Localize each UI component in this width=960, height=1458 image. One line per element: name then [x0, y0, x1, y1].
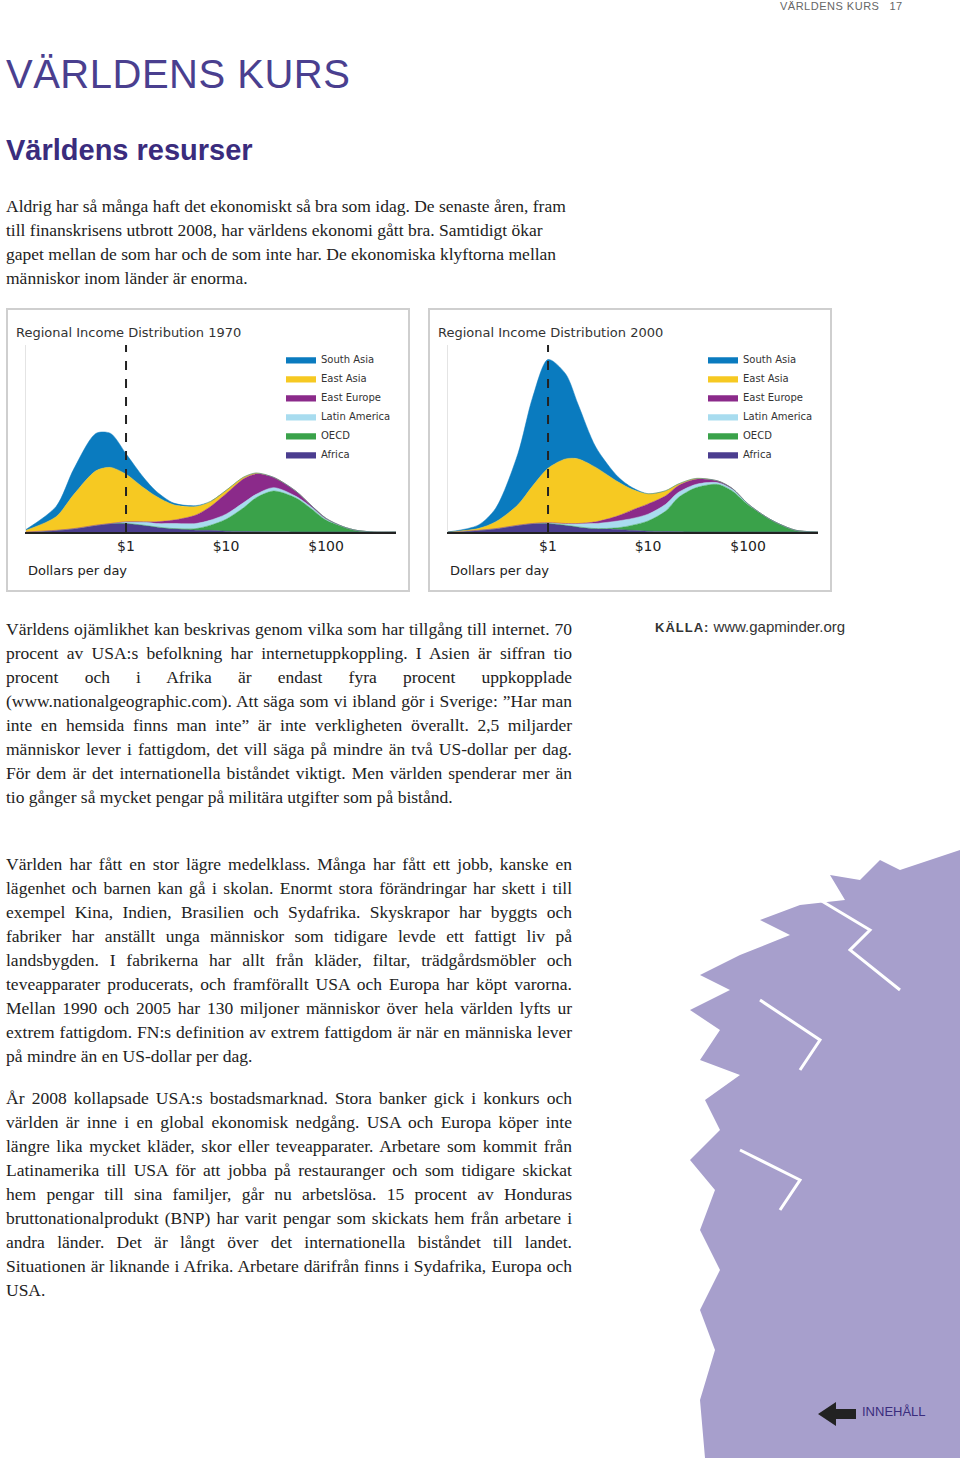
svg-text:Regional Income Distribution 1: Regional Income Distribution 1970 — [16, 325, 241, 340]
svg-text:East Asia: East Asia — [743, 373, 789, 384]
svg-text:$100: $100 — [308, 538, 344, 554]
html-text:Världens resurser: Världens resurser — [6, 134, 253, 166]
svg-text:South Asia: South Asia — [321, 354, 374, 365]
svg-text:East Europe: East Europe — [743, 392, 803, 403]
html-text:KÄLLA: www.gapminder.org: KÄLLA: www.gapminder.org — [655, 618, 846, 635]
svg-text:$1: $1 — [539, 538, 557, 554]
svg-text:South Asia: South Asia — [743, 354, 796, 365]
svg-text:$10: $10 — [213, 538, 240, 554]
svg-text:Latin America: Latin America — [743, 411, 812, 422]
svg-text:OECD: OECD — [321, 430, 350, 441]
html-text:INNEHÅLL: INNEHÅLL — [862, 1404, 926, 1419]
svg-text:Africa: Africa — [743, 449, 772, 460]
svg-text:$100: $100 — [730, 538, 766, 554]
html-text:17: 17 — [889, 0, 903, 12]
html-text:Världens ojämlikhet kan beskri: Världens ojämlikhet kan beskrivas genom … — [6, 619, 572, 807]
svg-text:East Europe: East Europe — [321, 392, 381, 403]
html-text:Världen har fått en stor lägre: Världen har fått en stor lägre medelklas… — [6, 854, 572, 1066]
svg-text:OECD: OECD — [743, 430, 772, 441]
svg-text:$10: $10 — [635, 538, 662, 554]
html-text:VÄRLDENS KURS: VÄRLDENS KURS — [780, 0, 880, 12]
html-text:År 2008 kollapsade USA:s bosta: År 2008 kollapsade USA:s bostadsmarknad.… — [6, 1088, 572, 1300]
svg-text:Dollars per day: Dollars per day — [450, 563, 549, 578]
svg-text:East Asia: East Asia — [321, 373, 367, 384]
svg-text:Regional Income Distribution 2: Regional Income Distribution 2000 — [438, 325, 663, 340]
svg-text:Africa: Africa — [321, 449, 350, 460]
svg-text:Dollars per day: Dollars per day — [28, 563, 127, 578]
html-text:VÄRLDENS KURS: VÄRLDENS KURS — [6, 52, 351, 96]
svg-text:Latin America: Latin America — [321, 411, 390, 422]
svg-text:$1: $1 — [117, 538, 135, 554]
html-text:Aldrig har så många haft det e: Aldrig har så många haft det ekonomiskt … — [6, 196, 566, 288]
